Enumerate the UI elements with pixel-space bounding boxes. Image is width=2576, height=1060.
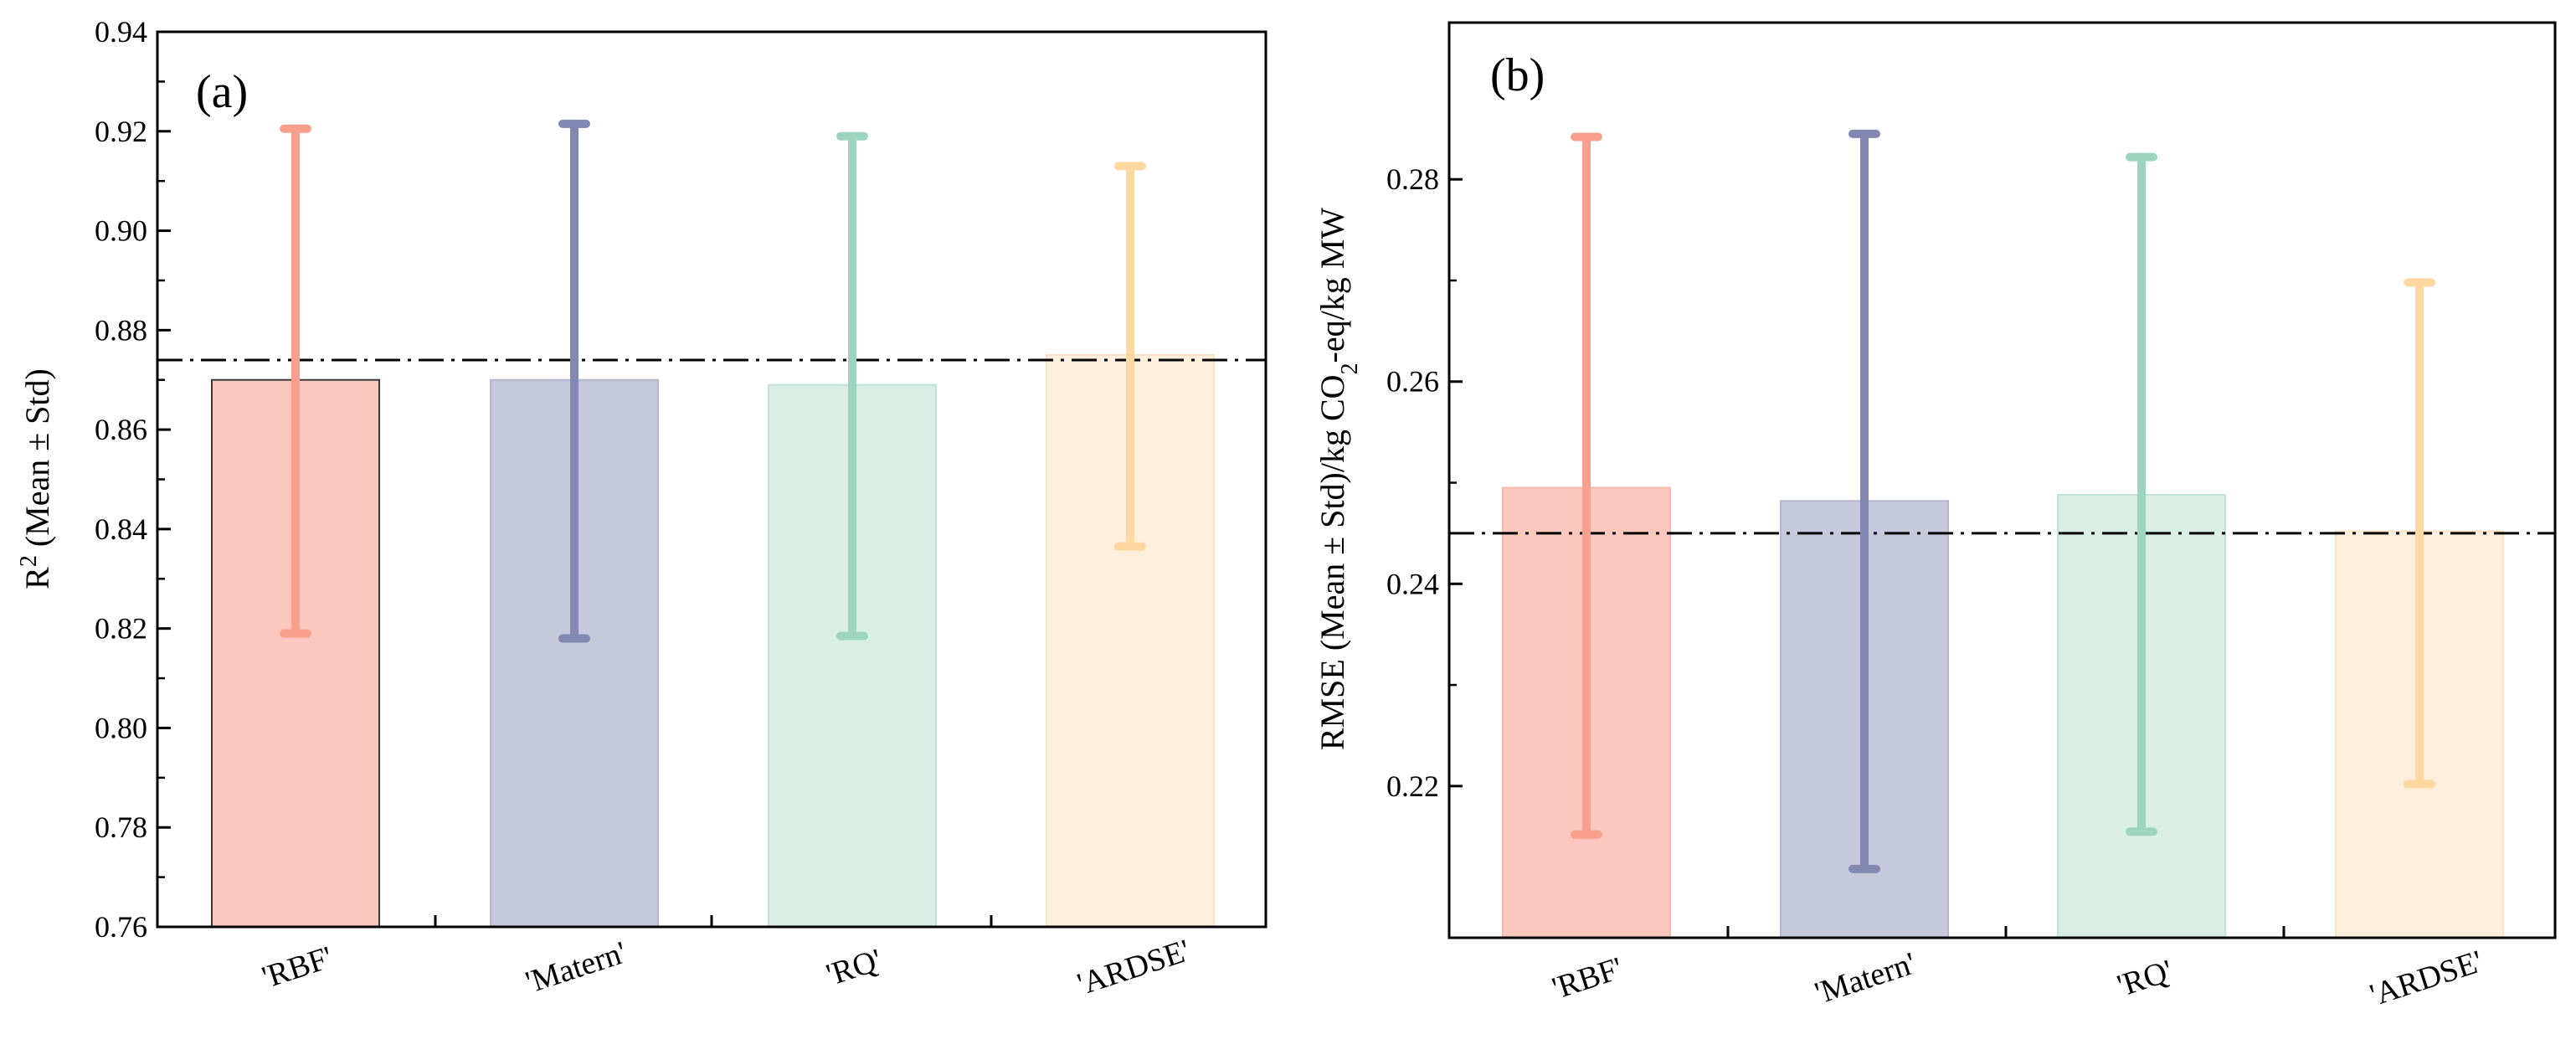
panel-a-ytick-label-0: 0.76 xyxy=(95,910,147,944)
ylabel-rest: (Mean ± Std) xyxy=(18,368,56,555)
ylabel-subscript: 2 xyxy=(1337,363,1363,374)
panel-a-ytick-label-7: 0.90 xyxy=(95,214,147,248)
chart-panel-b: 0.22 0.24 0.26 0.28 'RBF' 'Matern' 'RQ' 'ARDSE'… xyxy=(1314,21,2557,1013)
panel-b-ytick-label-1: 0.24 xyxy=(1386,567,1439,600)
panel-a-ytick-label-1: 0.78 xyxy=(95,810,147,844)
panel-a-category-label-1: 'Matern' xyxy=(522,935,630,1001)
panel-b-panel-label: (b) xyxy=(1490,49,1545,101)
panel-a-ytick-label-5: 0.86 xyxy=(95,413,147,446)
panel-a-ytick-label-9: 0.94 xyxy=(95,15,147,49)
panel-a-ytick-label-2: 0.80 xyxy=(95,711,147,744)
ylabel-pre: RMSE (Mean ± Std)/kg CO xyxy=(1314,374,1351,750)
panel-a-panel-label: (a) xyxy=(196,66,248,118)
panel-b-category-label-3: 'ARDSE' xyxy=(2366,944,2486,1013)
panel-a-category-label-3: 'ARDSE' xyxy=(1073,933,1194,1002)
panel-b-plot-frame xyxy=(1447,21,2557,939)
ylabel-main: R xyxy=(18,567,56,589)
panel-b-ytick-label-3: 0.28 xyxy=(1386,162,1439,196)
panel-a-ytick-label-6: 0.88 xyxy=(95,313,147,347)
panel-a-ytick-label-3: 0.82 xyxy=(95,612,147,646)
panel-a-ytick-label-4: 0.84 xyxy=(95,512,147,546)
panel-b-y-axis-title: RMSE (Mean ± Std)/kg CO2-eq/kg MW xyxy=(1314,208,1363,750)
panel-a-ytick-label-8: 0.92 xyxy=(95,115,147,148)
panel-b-ytick-label-2: 0.26 xyxy=(1386,365,1439,399)
panel-b-ytick-label-0: 0.22 xyxy=(1386,769,1439,803)
ylabel-superscript: 2 xyxy=(16,555,42,567)
panel-a-y-axis-title: R2 (Mean ± Std) xyxy=(16,368,57,589)
panel-a-category-label-2: 'RQ' xyxy=(822,942,886,992)
panel-b-category-label-0: 'RBF' xyxy=(1548,950,1627,1006)
panel-b-category-label-1: 'Matern' xyxy=(1811,946,1920,1011)
panel-b-category-label-2: 'RQ' xyxy=(2113,953,2177,1003)
panel-a-category-label-0: 'RBF' xyxy=(258,939,337,995)
chart-panel-a: 0.76 0.78 0.80 0.82 0.84 0.86 0.88 0.90 0.92 0.94… xyxy=(16,15,1267,1002)
ylabel-post: -eq/kg MW xyxy=(1314,208,1351,363)
